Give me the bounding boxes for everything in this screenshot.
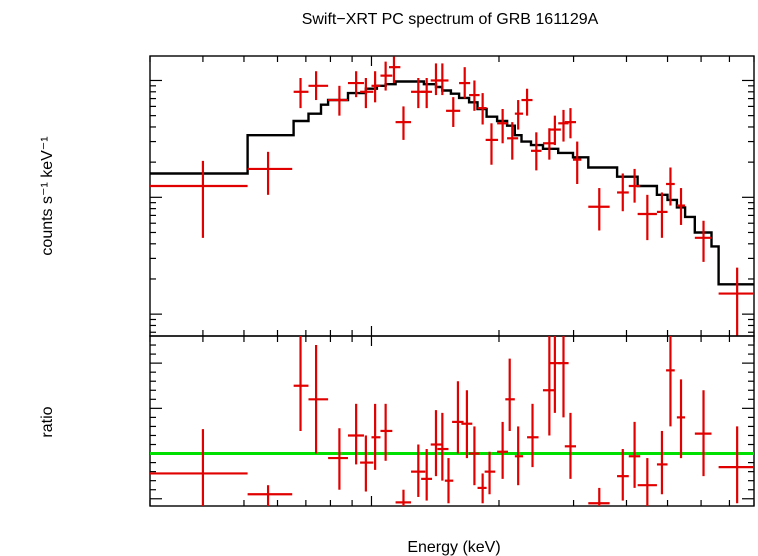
ratio-data-point bbox=[360, 435, 374, 492]
spectrum-data-point bbox=[572, 141, 582, 184]
ratio-data-point bbox=[347, 403, 364, 465]
ratio-data-point bbox=[469, 426, 480, 486]
ratio-data-point bbox=[564, 412, 577, 479]
spectrum-data-point bbox=[150, 160, 248, 238]
spectrum-data-point bbox=[548, 115, 561, 146]
spectrum-data-point bbox=[617, 173, 629, 212]
spectrum-data-point bbox=[293, 78, 309, 109]
ratio-data-point bbox=[628, 421, 641, 488]
spectrum-data-point bbox=[558, 109, 569, 142]
ratio-data-point bbox=[371, 403, 381, 470]
spectrum-data-point bbox=[694, 220, 712, 262]
spectrum-data-point bbox=[564, 108, 577, 139]
spectrum-data-point bbox=[459, 67, 471, 99]
ratio-data-point bbox=[694, 390, 712, 477]
ratio-data-point bbox=[718, 426, 754, 504]
spectrum-data-point bbox=[542, 128, 556, 160]
ratio-data-point bbox=[497, 421, 508, 479]
ratio-frame bbox=[149, 335, 755, 507]
spectrum-data-point bbox=[497, 108, 508, 144]
spectrum-data-point bbox=[628, 168, 641, 203]
ratio-data-point bbox=[421, 449, 433, 501]
spectrum-data-point bbox=[430, 63, 443, 96]
ratio-data-point bbox=[617, 449, 629, 501]
ratio-data-point bbox=[380, 403, 393, 461]
ratio-data-point bbox=[437, 412, 449, 481]
ratio-data-point bbox=[411, 444, 426, 497]
spectrum-data-point bbox=[676, 188, 686, 225]
spectrum-data-point bbox=[347, 71, 364, 98]
spectrum-data-point bbox=[308, 71, 329, 101]
ratio-data-point bbox=[484, 451, 496, 495]
ratio-data-point bbox=[247, 485, 293, 506]
spectrum-data-point bbox=[437, 63, 449, 96]
spectrum-data-point bbox=[514, 100, 524, 130]
ratio-data-point bbox=[430, 410, 443, 477]
ratio-data-point bbox=[514, 426, 524, 486]
ratio-data-point bbox=[558, 336, 569, 418]
spectrum-data-point bbox=[656, 192, 668, 238]
ratio-y-axis-label: ratio bbox=[39, 406, 56, 437]
ratio-panel bbox=[149, 56, 755, 507]
ratio-data-point bbox=[548, 336, 561, 413]
spectrum-data-point bbox=[718, 267, 754, 336]
spectrum-data-point bbox=[380, 61, 393, 91]
chart-title: Swift−XRT PC spectrum of GRB 161129A bbox=[302, 11, 599, 28]
ratio-data-point bbox=[637, 458, 657, 506]
ratio-data-point bbox=[395, 489, 412, 506]
spectrum-data-point bbox=[666, 167, 675, 206]
spectrum-data-point bbox=[469, 80, 480, 111]
spectrum-data-point bbox=[588, 188, 610, 231]
spectrum-data-point bbox=[637, 194, 657, 241]
ratio-data-point bbox=[308, 345, 329, 454]
model-step-line bbox=[150, 80, 754, 286]
spectrum-data-point bbox=[328, 85, 348, 116]
ratio-data-point bbox=[656, 430, 668, 495]
spectrum-data-point bbox=[521, 88, 533, 116]
spectrum-data-point bbox=[395, 106, 412, 140]
spectrum-data-point bbox=[360, 78, 374, 109]
spectrum-data-point bbox=[477, 93, 487, 125]
ratio-data-point bbox=[542, 336, 556, 436]
spectrum-y-axis-label: counts s⁻¹ keV⁻¹ bbox=[39, 136, 56, 255]
ratio-data-point bbox=[505, 358, 515, 431]
spectrum-data-point bbox=[446, 97, 461, 127]
spectrum-data-point bbox=[389, 56, 401, 84]
ratio-data-point bbox=[676, 379, 686, 459]
spectrum-data-point bbox=[247, 151, 293, 195]
spectrum-data-point bbox=[507, 122, 519, 160]
ratio-data-point bbox=[328, 428, 348, 490]
ratio-data-point bbox=[527, 403, 539, 468]
spectrum-data-point bbox=[485, 123, 499, 165]
ratio-data-point bbox=[666, 336, 675, 427]
ratio-data-point bbox=[150, 429, 248, 506]
ratio-data-point bbox=[461, 390, 473, 459]
x-axis-label: Energy (keV) bbox=[407, 539, 500, 556]
spectrum-data-point bbox=[421, 78, 433, 109]
spectrum-data-point bbox=[371, 71, 381, 103]
ratio-data-point bbox=[452, 381, 464, 454]
ratio-data-point bbox=[444, 458, 454, 504]
ratio-data-point bbox=[477, 473, 487, 504]
ratio-data-point bbox=[293, 336, 309, 431]
ratio-data-point bbox=[588, 487, 610, 506]
spectrum-data-point bbox=[530, 132, 542, 171]
spectrum-panel bbox=[149, 55, 755, 337]
